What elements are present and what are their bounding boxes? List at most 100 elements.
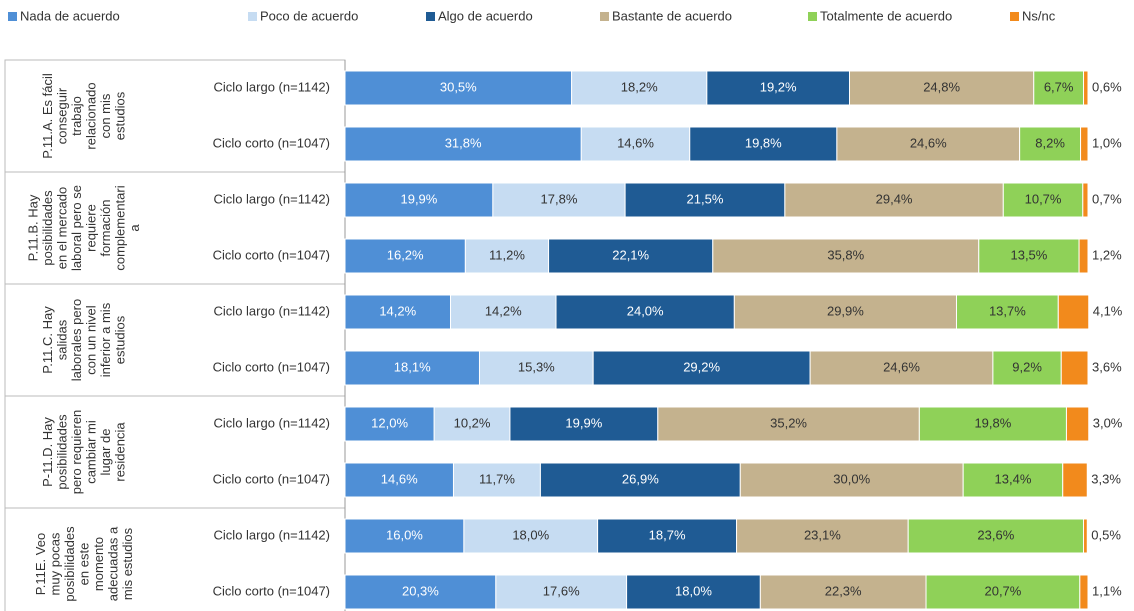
data-label: 4,1% [1093, 303, 1123, 318]
group-label: P-11.D. Hay [40, 417, 55, 487]
data-label: 21,5% [687, 191, 724, 206]
legend-label: Totalmente de acuerdo [820, 8, 952, 23]
data-label: 14,6% [617, 135, 654, 150]
data-label: 23,6% [977, 527, 1014, 542]
category-label: Ciclo corto (n=1047) [213, 247, 330, 262]
bar-segment [597, 518, 738, 554]
bar-segment [736, 518, 909, 554]
legend-label: Nada de acuerdo [20, 8, 120, 23]
data-label: 19,8% [974, 415, 1011, 430]
data-label: 19,9% [565, 415, 602, 430]
data-label: 23,1% [804, 527, 841, 542]
group-label: requiere [84, 204, 99, 252]
bar-segment [624, 182, 786, 218]
legend-label: Ns/nc [1022, 8, 1056, 23]
bar-segment [344, 182, 494, 218]
data-label: 19,9% [400, 191, 437, 206]
group-label: P.11E. Veo [33, 533, 48, 595]
legend-label: Algo de acuerdo [438, 8, 533, 23]
bar-segment [962, 462, 1064, 498]
bar-segment [689, 126, 838, 162]
group-label: inferior a mis [98, 302, 113, 377]
data-label: 16,0% [386, 527, 423, 542]
group-label: posibilidades [62, 526, 77, 602]
category-label: Ciclo largo (n=1142) [214, 415, 330, 430]
group-label: laboral pero se [69, 185, 84, 271]
bar-segment [1078, 238, 1089, 274]
bar-segment [495, 574, 628, 610]
data-label: 10,7% [1025, 191, 1062, 206]
bar-segment [907, 518, 1085, 554]
data-label: 35,8% [827, 247, 864, 262]
bar-segment [712, 238, 980, 274]
group-label: con mis [98, 93, 113, 138]
bar-segment [657, 406, 920, 442]
bar-segment [978, 238, 1080, 274]
category-label: Ciclo corto (n=1047) [213, 583, 330, 598]
bar-segment [848, 70, 1035, 106]
category-label: Ciclo corto (n=1047) [213, 359, 330, 374]
bar-segment [1083, 70, 1089, 106]
group-label: momento [91, 537, 106, 591]
group-label: posibilidades [40, 190, 55, 266]
group-label: con un nivel [84, 305, 99, 374]
data-label: 20,7% [984, 583, 1021, 598]
bar-segment [571, 70, 708, 106]
group-label: en el mercado [55, 187, 70, 269]
data-label: 14,6% [381, 471, 418, 486]
legend-swatch [8, 12, 17, 21]
category-label: Ciclo largo (n=1142) [214, 527, 330, 542]
data-label: 13,5% [1010, 247, 1047, 262]
bar-segment [733, 294, 957, 330]
data-label: 24,6% [910, 135, 947, 150]
bar-segment [492, 182, 626, 218]
bar-segment [836, 126, 1021, 162]
data-label: 13,4% [995, 471, 1032, 486]
group-label: P.11.A. Es fácil [40, 73, 55, 159]
bar-segment [925, 574, 1081, 610]
data-label: 20,3% [402, 583, 439, 598]
bar-segment [1080, 126, 1089, 162]
group-label: pero requieren [69, 410, 84, 495]
bar-segment [344, 294, 452, 330]
data-label: 1,0% [1092, 135, 1122, 150]
group-label: estudios [113, 91, 128, 140]
bar-segment [759, 574, 927, 610]
category-label: Ciclo corto (n=1047) [213, 135, 330, 150]
bar-segment [784, 182, 1004, 218]
data-label: 17,6% [543, 583, 580, 598]
data-label: 29,9% [827, 303, 864, 318]
bar-segment [706, 70, 850, 106]
group-label: salidas [55, 319, 70, 360]
bar-segment [1065, 406, 1090, 442]
group-label: en este [76, 543, 91, 586]
group-label: posibilidades [55, 414, 70, 490]
group-label: conseguir [55, 87, 70, 144]
group-label: estudios [113, 315, 128, 364]
data-label: 29,2% [683, 359, 720, 374]
group-label: muy pocas [47, 532, 62, 595]
data-label: 6,7% [1044, 79, 1074, 94]
bar-segment [1062, 462, 1088, 498]
data-label: 29,4% [876, 191, 913, 206]
group-label: mis estudios [120, 527, 135, 600]
bar-segment [626, 574, 761, 610]
legend-swatch [808, 12, 817, 21]
bar-segment [548, 238, 714, 274]
data-label: 9,2% [1012, 359, 1042, 374]
data-label: 13,7% [989, 303, 1026, 318]
group-label: adecuadas a [105, 526, 120, 601]
bar-segment [464, 238, 550, 274]
bar-segment [955, 294, 1059, 330]
data-label: 11,2% [489, 247, 525, 262]
data-label: 14,2% [379, 303, 416, 318]
data-label: 18,0% [675, 583, 712, 598]
data-label: 15,3% [518, 359, 555, 374]
bar-segment [1033, 70, 1085, 106]
data-label: 16,2% [387, 247, 424, 262]
bar-segment [809, 350, 994, 386]
bar-segment [433, 406, 511, 442]
bar-segment [1057, 294, 1090, 330]
data-label: 0,5% [1091, 527, 1121, 542]
data-label: 24,0% [627, 303, 664, 318]
